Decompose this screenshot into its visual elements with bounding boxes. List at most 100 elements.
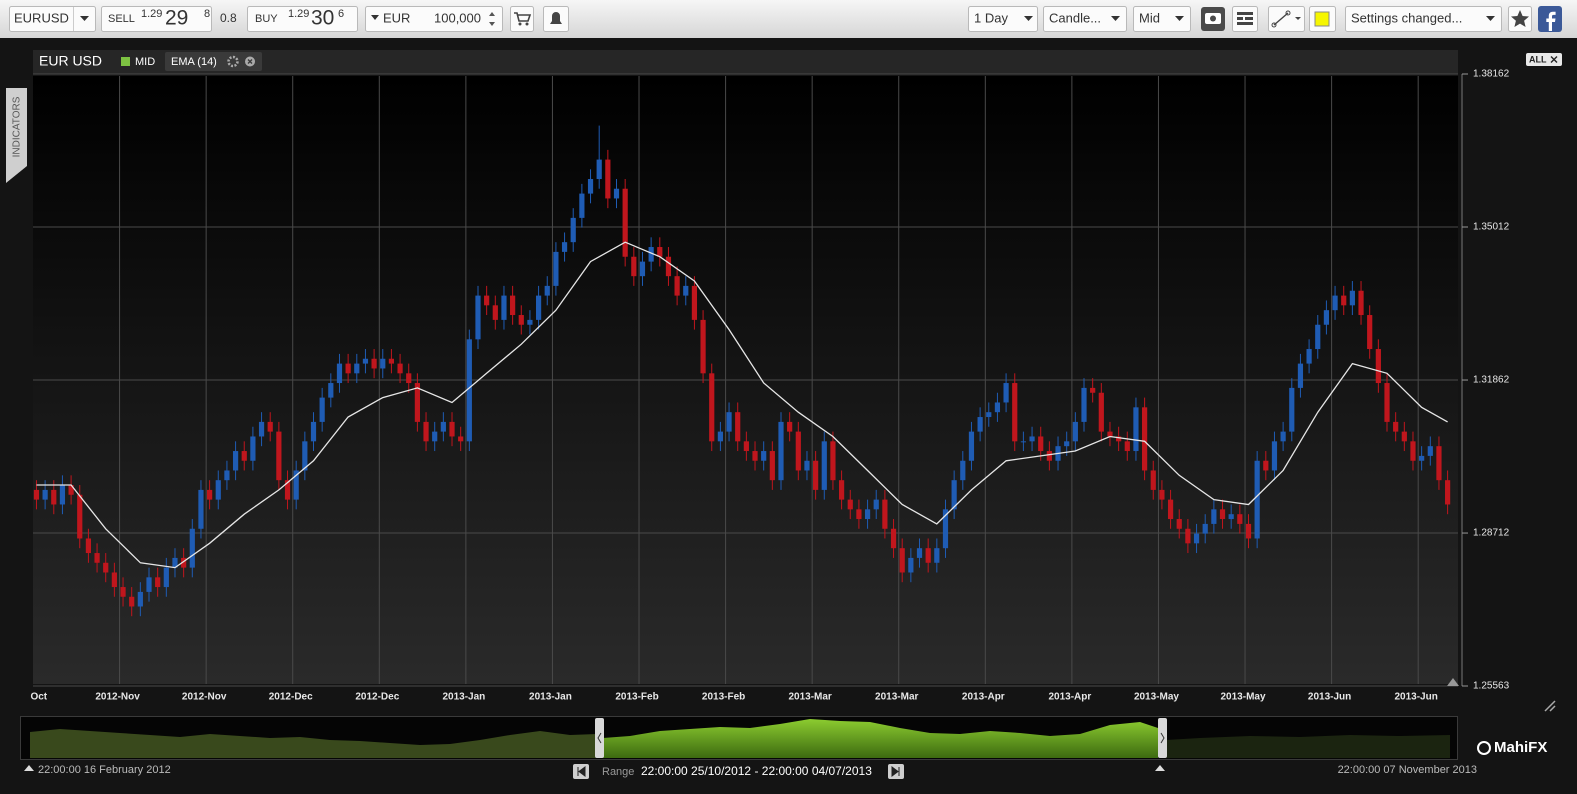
candle-body [1072,421,1078,442]
candle-body [1046,451,1052,461]
candle-body [752,451,758,461]
sell-button[interactable]: SELL 1.29 29 8 [101,6,212,32]
candle-body [1271,441,1278,471]
indicator-chip[interactable]: EMA (14) [165,52,262,71]
candle-body [328,383,334,398]
candle-body [181,557,187,568]
start-marker[interactable] [24,765,34,771]
candle-body [94,553,100,563]
navigator-history [30,729,597,758]
range-next-button[interactable] [888,764,904,779]
candle-body [510,295,516,316]
candle-body [310,421,317,442]
buy-button[interactable]: BUY 1.29 30 6 [247,6,358,32]
candle-body [51,489,57,505]
y-tick-label: 1.35012 [1473,222,1510,233]
interval-select[interactable]: 1 Day [968,6,1038,32]
candle-body [908,557,914,573]
brand-logo: MahiFX [1477,739,1547,756]
candle-body [778,421,784,481]
candle-body [319,397,325,422]
chart-style-select[interactable]: Candle... [1043,6,1127,32]
candle-body [1150,470,1156,490]
price-label-marker [121,57,130,66]
candle-body [492,305,498,320]
favorite-button[interactable] [1508,6,1532,32]
candle-body [371,358,377,369]
buy-pips: 30 [311,7,334,30]
layout-button[interactable] [1232,6,1258,32]
x-tick-label: 2013-May [1221,692,1266,703]
candle-body [873,499,879,510]
candle-body [1124,441,1130,452]
chart-header [33,50,1458,74]
candle-body [1315,324,1321,350]
candle-body [1003,383,1009,403]
candle-body [1064,441,1070,447]
sell-big: 1.29 [141,8,162,20]
sell-pips: 29 [165,7,188,30]
candle-body [146,577,152,592]
candle-body [709,373,715,442]
candle-body [423,421,429,442]
range-handle-right[interactable] [1158,718,1167,758]
color-button[interactable] [1309,6,1336,32]
candle-body [665,256,672,277]
candle-body [657,247,663,257]
all-button[interactable]: ALL [1526,53,1562,66]
candle-body [293,470,299,500]
facebook-button[interactable] [1538,6,1562,32]
alert-button[interactable] [543,6,569,32]
candle-body [1237,514,1243,524]
candle-body [1254,460,1260,539]
candle-body [501,295,507,320]
candle-body [33,489,40,500]
amount: 100,000 [434,10,481,25]
candle-body [535,295,542,320]
candle-body [761,451,767,461]
x-tick-label: Oct [30,692,47,703]
candle-body [1263,460,1269,471]
candle-body [475,295,481,340]
snapshot-button[interactable] [1201,7,1225,31]
settings-select[interactable]: Settings changed... [1345,6,1502,32]
candle-body [674,276,680,296]
candle-body [85,538,92,554]
candle-body [683,285,689,296]
spread: 0.8 [220,11,237,25]
candle-body [1020,441,1027,443]
candle-body [1332,295,1338,311]
indicators-tab[interactable]: INDICATORS [6,88,27,183]
candle-body [1142,407,1148,471]
buy-big: 1.29 [288,8,309,20]
candle-body [1185,528,1191,544]
amount-input[interactable]: EUR 100,000 [365,6,503,32]
x-tick-label: 2013-Feb [702,692,745,703]
cart-button[interactable] [510,6,534,32]
range-handle-left[interactable] [595,718,604,758]
candle-body [960,460,966,481]
range-prev-button[interactable] [573,764,589,779]
candle-body [224,470,230,481]
navigator-start: 22:00:00 16 February 2012 [38,764,171,776]
x-tick-label: 2013-Mar [788,692,831,703]
candle-body [890,528,897,549]
candle-body [925,548,931,563]
x-tick-label: 2012-Dec [269,692,313,703]
draw-tool-button[interactable] [1268,6,1305,32]
candle-body [916,548,923,558]
x-tick-label: 2012-Dec [355,692,399,703]
candle-body [1445,480,1451,505]
candle-body [986,412,992,418]
symbol-select[interactable]: EURUSD [9,6,96,32]
candle-body [172,557,178,568]
end-marker[interactable] [1155,765,1165,771]
price-type-select[interactable]: Mid [1133,6,1191,32]
candle-body [934,548,940,563]
price-label: MID [135,56,155,68]
resize-handle[interactable] [1544,700,1556,712]
candle-body [553,251,559,286]
candle-body [968,431,975,461]
candle-body [821,441,827,490]
candle-body [994,402,1001,413]
